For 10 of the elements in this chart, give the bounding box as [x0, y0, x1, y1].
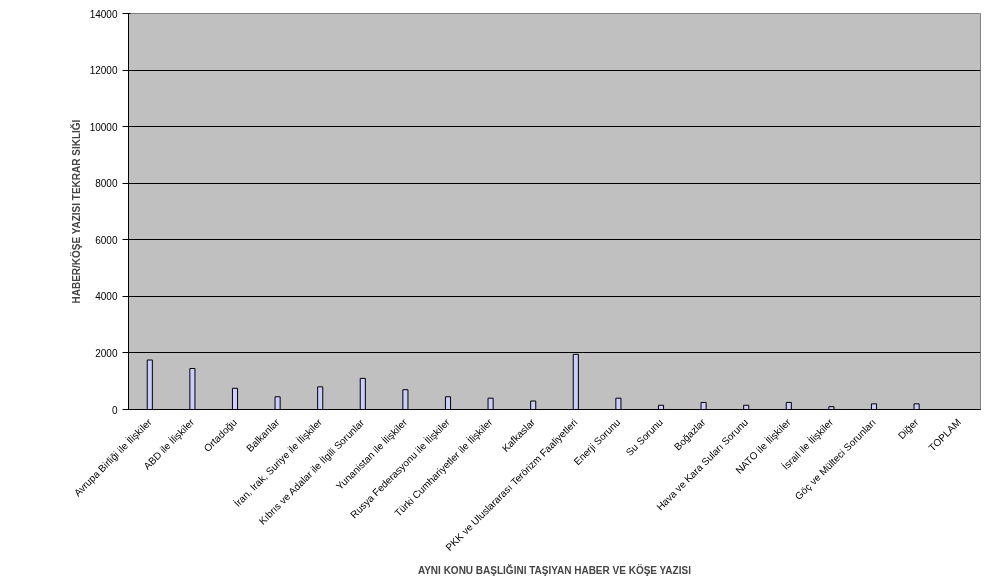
- y-tick-label: 12000: [89, 65, 118, 77]
- y-tick-label: 0: [111, 404, 118, 416]
- y-axis-title: HABER/KÖŞE YAZISI TEKRAR SIKLIĞI: [69, 119, 82, 304]
- y-tick-label: 2000: [95, 347, 118, 359]
- y-tick-label: 8000: [95, 178, 118, 190]
- y-tick-label: 14000: [89, 8, 118, 20]
- y-tick-label: 4000: [95, 291, 118, 303]
- y-tick-label: 6000: [95, 234, 118, 246]
- y-tick-label: 10000: [89, 121, 118, 133]
- x-axis-title: AYNI KONU BAŞLIĞINI TAŞIYAN HABER VE KÖŞE YAZISI: [417, 563, 692, 576]
